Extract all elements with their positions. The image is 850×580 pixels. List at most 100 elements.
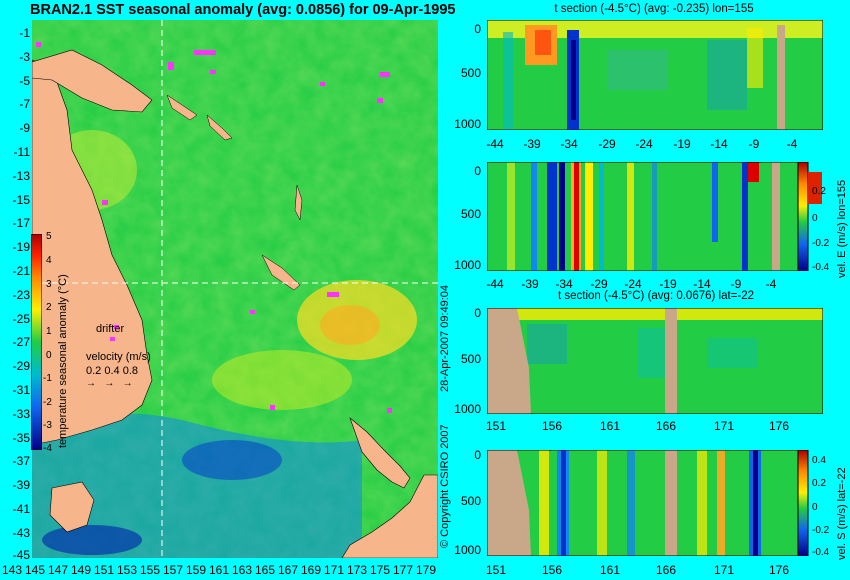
lat-tick: -15 [12,193,30,207]
lat-tick: -43 [12,526,30,540]
lon-tick: 151 [94,563,115,577]
y-tick: 500 [460,207,481,221]
y-tick: 500 [460,66,481,80]
x-tick: 156 [541,563,563,577]
date-stamp: 28-Apr-2007 09:49:04 [439,284,451,392]
bottom-velocity-plot [487,450,798,556]
lon-tick: 161 [209,563,230,577]
lon-tick: 171 [324,563,345,577]
colorbar-tick: 3 [46,279,52,290]
top-section-plot [487,20,823,130]
x-tick: -34 [560,137,578,151]
velocity-legend-arrows: → → → [86,378,133,389]
lon-tick: 175 [370,563,391,577]
lat-tick: -35 [12,431,30,445]
lat-tick: -23 [12,288,30,302]
colorbar-tick: -3 [43,420,52,431]
colorbar-tick: 0.2 [812,186,826,197]
colorbar-tick: -0.4 [812,262,830,273]
top-section-title: t section (-4.5°C) (avg: -0.235) lon=155 [554,3,754,15]
x-tick: 176 [768,419,790,433]
lon-tick: 169 [301,563,322,577]
lat-tick: -37 [12,454,30,468]
lon-tick: 159 [186,563,207,577]
y-tick: 0 [474,448,481,462]
map-colorbar [31,234,42,450]
x-tick: -39 [523,137,541,151]
x-tick: 166 [655,419,677,433]
lon-tick: 149 [71,563,92,577]
lon-tick: 155 [140,563,161,577]
x-tick: -14 [710,137,728,151]
lat-tick: -39 [12,478,30,492]
lat-tick: -13 [12,169,30,183]
x-tick: -29 [590,277,608,291]
solomon-islands [166,94,233,141]
lon-tick: 145 [25,563,46,577]
lat-tick: -17 [12,216,30,230]
x-tick: 151 [485,563,507,577]
new-zealand-north-land [349,417,411,489]
x-tick: 176 [768,563,790,577]
x-tick: -34 [555,277,573,291]
x-tick: 171 [713,563,735,577]
vanuatu-islands [294,184,303,221]
sst-anomaly-map [32,20,438,558]
x-tick: -44 [486,277,504,291]
colorbar-tick: -0.2 [812,238,830,249]
lat-tick: -3 [19,50,30,64]
x-tick: 161 [599,563,621,577]
lon-tick: 173 [347,563,368,577]
lon-tick: 147 [48,563,69,577]
y-tick: 1000 [454,258,481,272]
top-velocity-colorbar [798,162,822,271]
lon-tick: 143 [2,563,23,577]
x-tick: -9 [730,277,742,291]
lat-tick: -5 [19,74,30,88]
drifter-legend: drifter [96,323,125,335]
lat-tick: -7 [19,97,30,111]
new-guinea-land [32,49,153,113]
colorbar-label: temperature seasonal anomaly (°C) [57,274,69,448]
y-tick: 500 [460,352,481,366]
x-tick: 161 [599,419,621,433]
y-tick: 500 [460,494,481,508]
x-tick: -29 [598,137,616,151]
new-caledonia-land [261,254,301,291]
x-tick: -24 [635,137,653,151]
new-zealand-south-land [341,474,438,558]
lat-tick: -1 [19,26,30,40]
x-tick: 171 [713,419,735,433]
y-tick: 1000 [454,402,481,416]
x-tick: 151 [485,419,507,433]
colorbar-tick: 4 [46,255,52,266]
lon-tick: 177 [393,563,414,577]
x-tick: 166 [655,563,677,577]
lat-tick: -9 [19,121,30,135]
australia-land [32,59,153,446]
colorbar-tick: 0.4 [812,455,826,466]
colorbar-tick: 5 [46,231,52,242]
x-tick: -39 [521,277,539,291]
lon-tick: 153 [117,563,138,577]
colorbar-tick: -4 [43,443,52,454]
x-tick: -4 [786,137,798,151]
lon-tick: 167 [278,563,299,577]
lat-tick: -33 [12,407,30,421]
colorbar-tick: 1 [46,326,52,337]
x-tick: -24 [624,277,642,291]
lat-tick: -11 [13,145,30,159]
velocity-legend-title: velocity (m/s) [86,351,151,363]
colorbar-tick: 0 [46,350,52,361]
colorbar-tick: -2 [43,397,52,408]
bottom-velocity-colorbar-label: vel. S (m/s) lat=-22 [836,467,848,560]
colorbar-tick: 0 [812,502,818,513]
colorbar-tick: 0 [812,213,818,224]
colorbar-tick: -0.4 [812,547,830,558]
lat-tick: -27 [12,335,30,349]
lat-tick: -19 [12,240,30,254]
lon-tick: 163 [232,563,253,577]
top-velocity-colorbar-label: vel. E (m/s) lon=155 [836,179,848,278]
lat-tick: -25 [12,312,30,326]
lat-tick: -45 [12,548,30,562]
